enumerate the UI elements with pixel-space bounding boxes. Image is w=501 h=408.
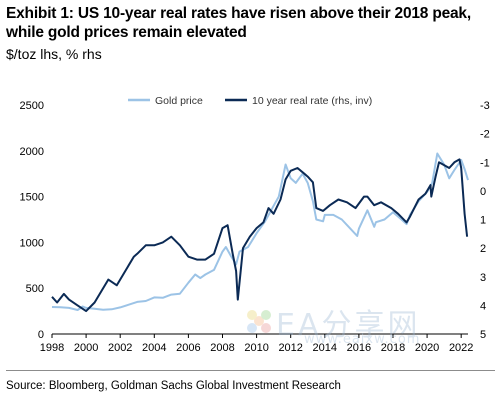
right-axis-tick-label: -2	[480, 129, 490, 141]
left-axis-tick-label: 500	[26, 283, 44, 295]
x-tick-label: 2002	[108, 342, 132, 354]
chart-subtitle: $/toz lhs, % rhs	[6, 46, 102, 62]
footer-divider	[6, 370, 495, 371]
right-axis-tick-label: 0	[480, 186, 486, 198]
gold-price-line	[51, 152, 469, 311]
left-axis-tick-label: 2500	[20, 100, 44, 112]
real-rate-line	[51, 158, 469, 313]
left-axis-tick-label: 1500	[20, 192, 44, 204]
pinwheel-icon	[247, 310, 271, 333]
watermark-url: www.eaixw.com	[304, 332, 421, 347]
x-tick-label: 2010	[244, 342, 268, 354]
right-axis-tick-label: 4	[480, 300, 486, 312]
left-axis-tick-label: 2000	[20, 146, 44, 158]
right-axis-tick-label: 5	[480, 329, 486, 341]
left-axis-tick-label: 1000	[20, 237, 44, 249]
x-tick-label: 2018	[381, 342, 405, 354]
x-tick-label: 2012	[278, 342, 302, 354]
x-tick-label: 2020	[415, 342, 439, 354]
x-tick-label: 2016	[347, 342, 371, 354]
x-tick-label: 1998	[40, 342, 64, 354]
legend-label-real-rate: 10 year real rate (rhs, inv)	[252, 95, 372, 107]
right-axis-tick-label: 3	[480, 272, 486, 284]
x-tick-label: 2000	[74, 342, 98, 354]
x-tick-label: 2008	[210, 342, 234, 354]
right-axis-tick-label: -1	[480, 157, 490, 169]
x-tick-label: 2004	[142, 342, 166, 354]
right-axis-tick-label: -3	[480, 100, 490, 112]
legend-label-gold: Gold price	[155, 95, 203, 107]
x-tick-label: 2006	[176, 342, 200, 354]
x-tick-label: 2014	[313, 342, 337, 354]
watermark-text: EA分享网	[276, 308, 421, 343]
right-axis-tick-label: 2	[480, 243, 486, 255]
watermark-logo: EA分享网 www.eaixw.com	[244, 302, 492, 350]
x-tick-label: 2022	[449, 342, 473, 354]
source-note: Source: Bloomberg, Goldman Sachs Global …	[6, 380, 341, 392]
left-axis-tick-label: 0	[38, 329, 44, 341]
right-axis-tick-label: 1	[480, 215, 486, 227]
chart-title: Exhibit 1: US 10-year real rates have ri…	[6, 5, 471, 41]
